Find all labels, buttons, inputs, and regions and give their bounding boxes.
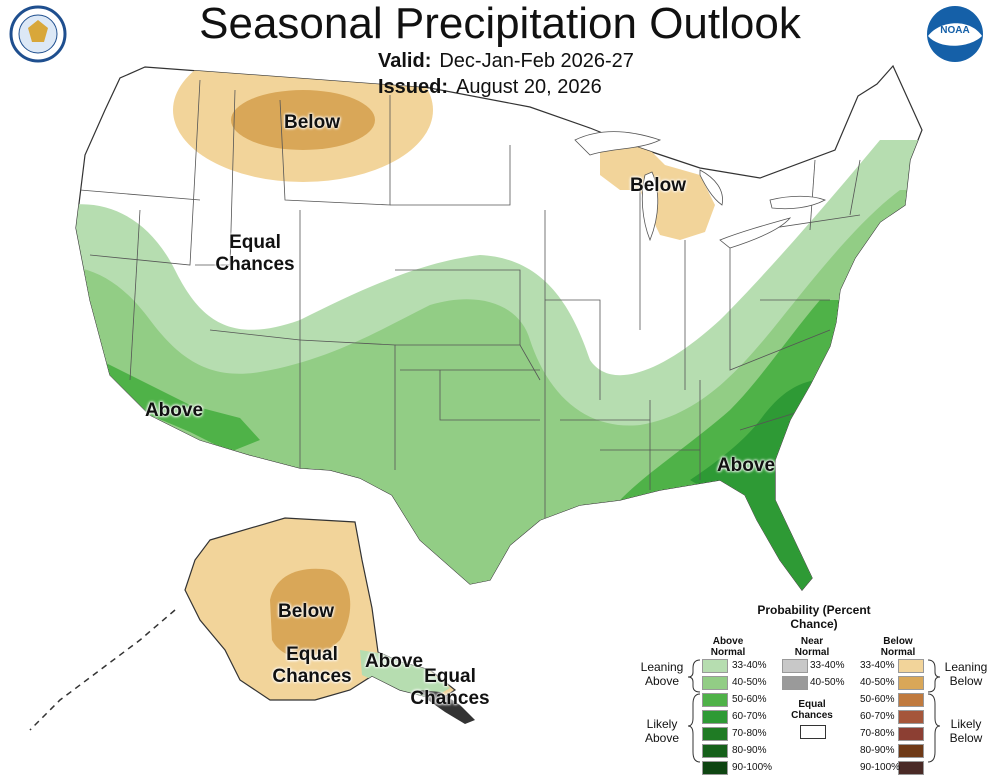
- label-above-southeast: Above: [716, 455, 776, 476]
- label-above-southwest: Above: [144, 400, 204, 421]
- issued-value: August 20, 2026: [456, 76, 602, 98]
- legend-leaning-above: Leaning Above: [640, 660, 684, 688]
- noaa-logo-icon: [927, 6, 983, 62]
- label-below-great-lakes: Below: [630, 175, 686, 196]
- legend-near-label: 33-40%: [810, 660, 845, 671]
- legend-below-label: 80-90%: [860, 745, 895, 756]
- legend-below-swatch: [898, 693, 924, 707]
- label-above-alaska-south: Above: [364, 651, 424, 672]
- legend-above-label: 33-40%: [732, 660, 767, 671]
- legend-below-swatch: [898, 761, 924, 775]
- valid-label: Valid:: [378, 50, 432, 72]
- legend-likely-above: Likely Above: [644, 717, 680, 745]
- legend-above-swatch: [702, 659, 728, 673]
- legend-below-label: 40-50%: [860, 677, 895, 688]
- legend-above-swatch: [702, 744, 728, 758]
- legend-below-swatch: [898, 659, 924, 673]
- legend-near-swatch: [782, 659, 808, 673]
- legend-above-label: 40-50%: [732, 677, 767, 688]
- label-equal-chances-west: Equal Chances: [215, 232, 295, 275]
- legend-below-swatch: [898, 710, 924, 724]
- legend-near-label: 40-50%: [810, 677, 845, 688]
- legend-above-label: 90-100%: [732, 762, 773, 773]
- legend-equal-chances-swatch: [800, 725, 826, 739]
- legend-below-label: 33-40%: [860, 660, 895, 671]
- legend-above-label: 80-90%: [732, 745, 767, 756]
- below-40-50-region-northwest: [231, 90, 375, 150]
- legend-above-header: Above Normal: [710, 636, 746, 658]
- legend-below-label: 70-80%: [860, 728, 895, 739]
- below-33-40-region-great-lakes: [600, 140, 715, 240]
- alaska-above-33-40-region: [360, 650, 450, 700]
- page-title: Seasonal Precipitation Outlook: [199, 0, 801, 48]
- legend-below-swatch: [898, 727, 924, 741]
- commerce-seal-icon: [9, 5, 67, 63]
- legend-above-label: 60-70%: [732, 711, 767, 722]
- legend-above-swatch: [702, 693, 728, 707]
- noaa-logo-text: NOAA: [940, 25, 970, 36]
- legend-above-swatch: [702, 761, 728, 775]
- legend-above-swatch: [702, 710, 728, 724]
- legend-below-label: 50-60%: [860, 694, 895, 705]
- alaska-below-40-50-region: [270, 568, 351, 657]
- legend-above-label: 50-60%: [732, 694, 767, 705]
- legend-above-swatch: [702, 676, 728, 690]
- legend-below-swatch: [898, 676, 924, 690]
- legend-below-label: 90-100%: [860, 762, 901, 773]
- alaska-panhandle-islands: [420, 690, 475, 724]
- label-below-alaska: Below: [278, 601, 334, 622]
- valid-value: Dec-Jan-Feb 2026-27: [439, 50, 634, 72]
- label-below-northwest: Below: [284, 112, 340, 133]
- state-boundaries: [79, 79, 861, 520]
- legend-below-swatch: [898, 744, 924, 758]
- legend-near-swatch: [782, 676, 808, 690]
- legend-above-swatch: [702, 727, 728, 741]
- label-equal-chances-alaska: Equal Chances: [272, 644, 352, 687]
- legend-leaning-below: Leaning Below: [944, 660, 988, 688]
- issued-label: Issued:: [378, 76, 449, 98]
- issued-date: Issued: August 20, 2026: [378, 76, 602, 99]
- label-equal-chances-aleutians: Equal Chances: [410, 666, 490, 709]
- legend-likely-below: Likely Below: [949, 717, 983, 745]
- aleutian-islands: [29, 609, 176, 731]
- legend-equal-chances-label: Equal Chances: [791, 699, 833, 721]
- legend-below-header: Below Normal: [880, 636, 916, 658]
- above-50-60-region-southwest: [100, 360, 260, 452]
- legend-title: Probability (Percent Chance): [757, 603, 871, 631]
- legend-below-label: 60-70%: [860, 711, 895, 722]
- great-lakes: [574, 131, 826, 249]
- legend-above-label: 70-80%: [732, 728, 767, 739]
- legend-near-header: Near Normal: [794, 636, 830, 658]
- valid-period: Valid: Dec-Jan-Feb 2026-27: [378, 50, 634, 73]
